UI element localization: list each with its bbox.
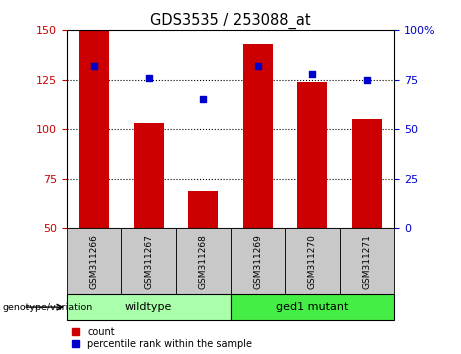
Text: GSM311269: GSM311269 <box>253 234 262 289</box>
Point <box>90 63 98 69</box>
Point <box>309 71 316 76</box>
Bar <box>297 82 327 228</box>
Text: GSM311267: GSM311267 <box>144 234 153 289</box>
Bar <box>67 228 121 294</box>
Point <box>145 75 152 80</box>
Point <box>254 63 261 69</box>
Bar <box>176 228 230 294</box>
Bar <box>67 294 230 320</box>
Bar <box>188 191 218 228</box>
Text: genotype/variation: genotype/variation <box>2 303 93 312</box>
Bar <box>340 228 394 294</box>
Bar <box>230 294 394 320</box>
Text: GSM311268: GSM311268 <box>199 234 208 289</box>
Bar <box>243 44 273 228</box>
Text: wildtype: wildtype <box>125 302 172 312</box>
Point <box>200 97 207 102</box>
Bar <box>352 119 382 228</box>
Point <box>363 77 371 82</box>
Legend: count, percentile rank within the sample: count, percentile rank within the sample <box>72 327 252 349</box>
Bar <box>79 30 109 228</box>
Bar <box>285 228 340 294</box>
Text: GSM311271: GSM311271 <box>362 234 372 289</box>
Bar <box>230 228 285 294</box>
Title: GDS3535 / 253088_at: GDS3535 / 253088_at <box>150 12 311 29</box>
Bar <box>134 123 164 228</box>
Text: GSM311266: GSM311266 <box>89 234 99 289</box>
Text: ged1 mutant: ged1 mutant <box>276 302 349 312</box>
Bar <box>121 228 176 294</box>
Text: GSM311270: GSM311270 <box>308 234 317 289</box>
